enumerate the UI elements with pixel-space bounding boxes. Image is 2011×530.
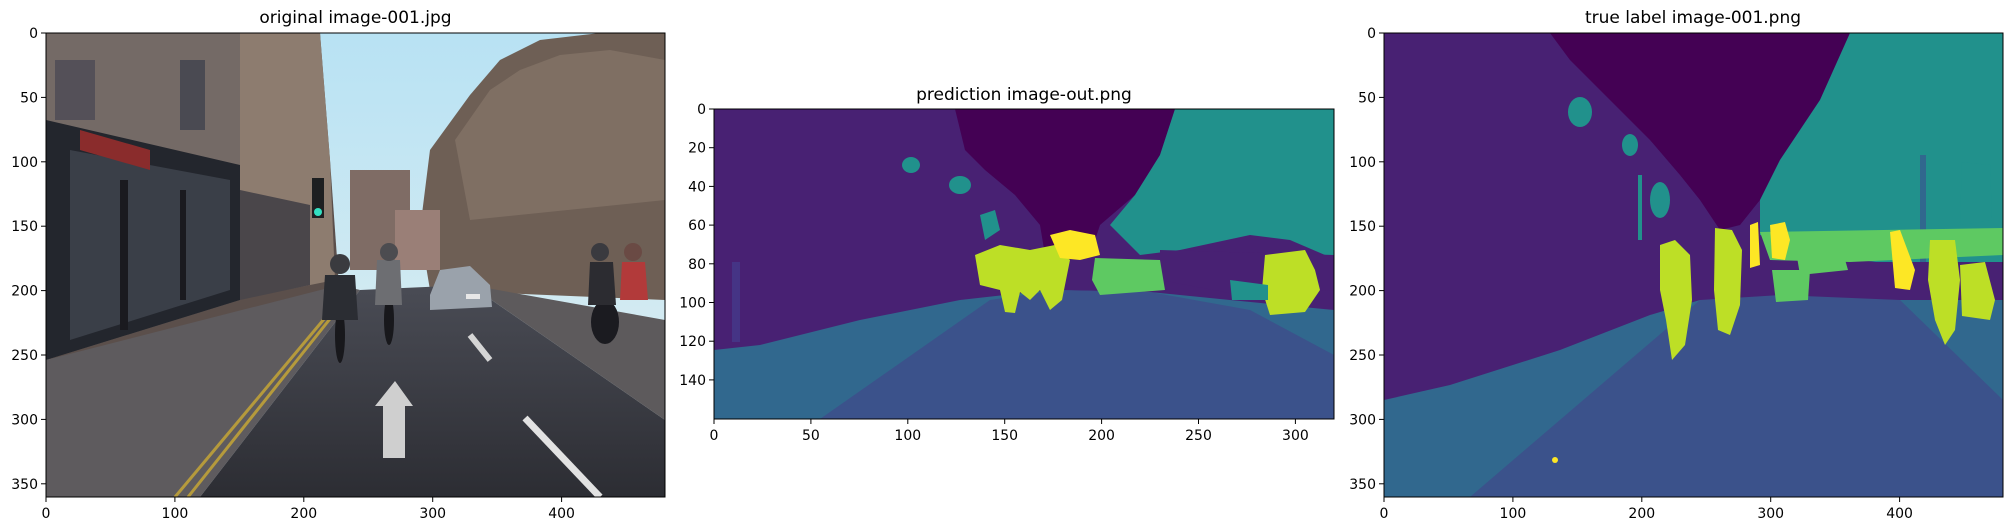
y-tick-label: 120 bbox=[679, 334, 706, 350]
y-tick-label: 100 bbox=[11, 155, 38, 171]
y-tick-label: 0 bbox=[1367, 26, 1376, 42]
panel-prediction: prediction image-out.png bbox=[679, 85, 1335, 444]
true-label-segmentation-mask bbox=[1384, 33, 2003, 497]
x-tick-label: 0 bbox=[42, 506, 51, 522]
x-tick-label: 400 bbox=[548, 506, 575, 522]
prediction-segmentation-mask bbox=[714, 109, 1334, 419]
x-tick-label: 300 bbox=[1282, 428, 1309, 444]
y-tick-label: 200 bbox=[11, 284, 38, 300]
y-tick-label: 50 bbox=[20, 90, 38, 106]
x-tick-label: 100 bbox=[894, 428, 921, 444]
y-tick-label: 140 bbox=[679, 373, 706, 389]
y-tick-label: 100 bbox=[1349, 155, 1376, 171]
y-tick-label: 250 bbox=[11, 348, 38, 364]
panel-original-y-axis: 0 50 100 150 200 250 300 350 bbox=[11, 26, 46, 493]
y-tick-label: 200 bbox=[1349, 284, 1376, 300]
y-tick-label: 20 bbox=[688, 141, 706, 157]
y-tick-label: 150 bbox=[1349, 219, 1376, 235]
y-tick-label: 100 bbox=[679, 296, 706, 312]
y-tick-label: 60 bbox=[688, 218, 706, 234]
x-tick-label: 150 bbox=[991, 428, 1018, 444]
panel-true-label-y-axis: 0 50 100 150 200 250 300 350 bbox=[1349, 26, 1384, 493]
x-tick-label: 100 bbox=[162, 506, 189, 522]
y-tick-label: 0 bbox=[697, 102, 706, 118]
y-tick-label: 300 bbox=[1349, 412, 1376, 428]
x-tick-label: 0 bbox=[710, 428, 719, 444]
panel-true-label-title: true label image-001.png bbox=[1585, 8, 1801, 28]
x-tick-label: 300 bbox=[419, 506, 446, 522]
y-tick-label: 80 bbox=[688, 257, 706, 273]
panel-prediction-title: prediction image-out.png bbox=[916, 85, 1132, 105]
x-tick-label: 0 bbox=[1380, 506, 1389, 522]
x-tick-label: 300 bbox=[1757, 506, 1784, 522]
x-tick-label: 200 bbox=[1628, 506, 1655, 522]
x-tick-label: 200 bbox=[1088, 428, 1115, 444]
x-tick-label: 50 bbox=[802, 428, 820, 444]
y-tick-label: 350 bbox=[1349, 477, 1376, 493]
panel-prediction-y-axis: 0 20 40 60 80 100 120 140 bbox=[679, 102, 714, 389]
x-tick-label: 200 bbox=[290, 506, 317, 522]
panel-prediction-x-axis: 0 50 100 150 200 250 300 bbox=[710, 419, 1309, 444]
panel-original-title: original image-001.jpg bbox=[259, 8, 451, 28]
original-street-photo bbox=[46, 33, 665, 497]
y-tick-label: 40 bbox=[688, 179, 706, 195]
x-tick-label: 400 bbox=[1886, 506, 1913, 522]
y-tick-label: 300 bbox=[11, 412, 38, 428]
y-tick-label: 250 bbox=[1349, 348, 1376, 364]
panel-true-label: true label image-001.png bbox=[1349, 8, 2004, 522]
y-tick-label: 0 bbox=[29, 26, 38, 42]
y-tick-label: 350 bbox=[11, 477, 38, 493]
y-tick-label: 50 bbox=[1358, 90, 1376, 106]
x-tick-label: 100 bbox=[1500, 506, 1527, 522]
y-tick-label: 150 bbox=[11, 219, 38, 235]
panel-original-x-axis: 0 100 200 300 400 bbox=[42, 497, 575, 522]
panel-true-label-x-axis: 0 100 200 300 400 bbox=[1380, 497, 1913, 522]
x-tick-label: 250 bbox=[1185, 428, 1212, 444]
panel-original: original image-001.jpg bbox=[11, 8, 666, 522]
